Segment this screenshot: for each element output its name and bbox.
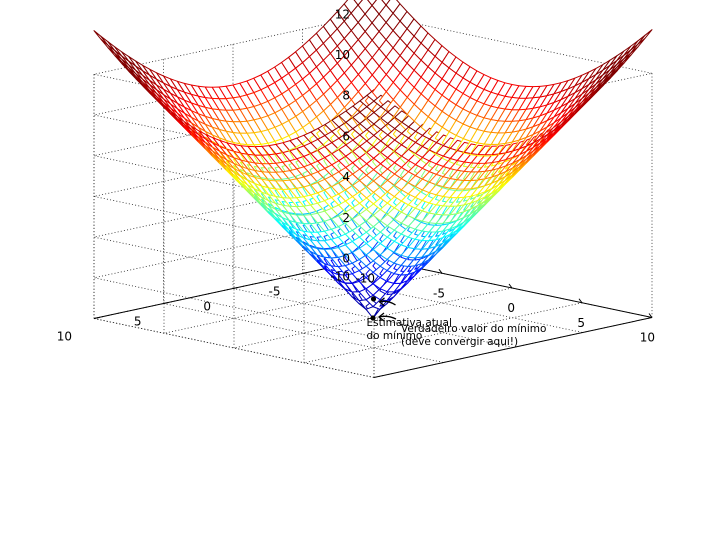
x-tick-label: -5: [433, 286, 445, 300]
z-tick-label: 2: [342, 211, 350, 225]
y-tick-mark: [232, 287, 239, 289]
x-tick-mark: [508, 283, 513, 289]
z-tick-label: 8: [342, 89, 350, 103]
true-min-arrow: [378, 315, 397, 320]
current-arrow-head: [378, 297, 385, 307]
tick-labels: 0 2 4 6 8 10 12 -10 -5 0 5 10 -10 -5 0 5 10: [57, 7, 655, 344]
z-tick-label: 0: [342, 252, 350, 266]
z-tick-label: 12: [335, 7, 350, 21]
y-tick-mark: [93, 317, 100, 319]
x-tick-label: 10: [640, 331, 655, 345]
x-tick-mark: [648, 313, 653, 318]
true-min-annotation-line: Verdadeiro valor do mínimo: [401, 323, 546, 335]
x-tick-mark: [578, 298, 583, 304]
true-min-arrow-head: [377, 312, 385, 322]
current-annotation-line: Estimativa atual: [367, 317, 452, 329]
true-min-annotation-line: (deve convergir aqui!): [401, 336, 518, 348]
y-tick-mark: [163, 302, 169, 304]
x-tick-label: 5: [577, 316, 585, 330]
z-tick-label: 6: [342, 129, 350, 143]
current-point: [370, 296, 377, 302]
y-tick-label: 0: [203, 300, 211, 314]
surface-mesh: [93, 0, 653, 319]
grid-line-x-floor: [163, 272, 443, 334]
z-tick-label: 4: [342, 170, 350, 184]
y-tick-label: -10: [330, 270, 350, 284]
grid-line-x-floor: [303, 302, 583, 364]
y-tick-label: -5: [269, 285, 281, 299]
y-tick-mark: [302, 272, 308, 274]
z-tick-label: 10: [335, 48, 350, 62]
true-min-point: [370, 315, 376, 321]
x-tick-label: 0: [507, 301, 515, 315]
current-annotation-line: do mínimo: [367, 330, 423, 342]
grid-line-x-floor: [233, 287, 513, 349]
y-tick-label: 5: [134, 315, 142, 329]
y-tick-label: 10: [57, 330, 72, 344]
surface-cell: [637, 29, 653, 45]
x-tick-label: -10: [355, 272, 375, 286]
x-axis-line-right: [373, 317, 653, 378]
x-tick-mark: [438, 268, 443, 274]
